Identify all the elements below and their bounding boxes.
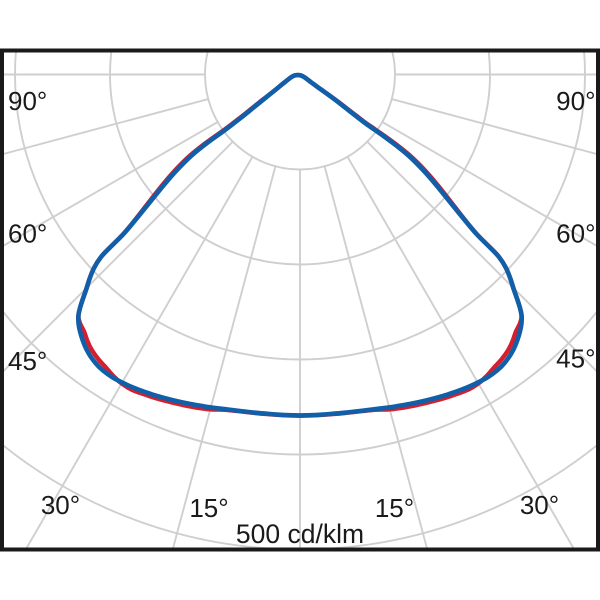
svg-text:15°: 15° [189,493,228,523]
svg-text:15°: 15° [375,493,414,523]
svg-text:60°: 60° [8,219,47,249]
svg-text:60°: 60° [556,219,595,249]
svg-text:45°: 45° [556,344,595,374]
svg-text:30°: 30° [41,490,80,520]
svg-text:30°: 30° [520,490,559,520]
svg-text:500 cd/klm: 500 cd/klm [236,519,364,549]
svg-text:90°: 90° [556,86,595,116]
svg-text:90°: 90° [8,86,47,116]
svg-text:45°: 45° [8,346,47,376]
